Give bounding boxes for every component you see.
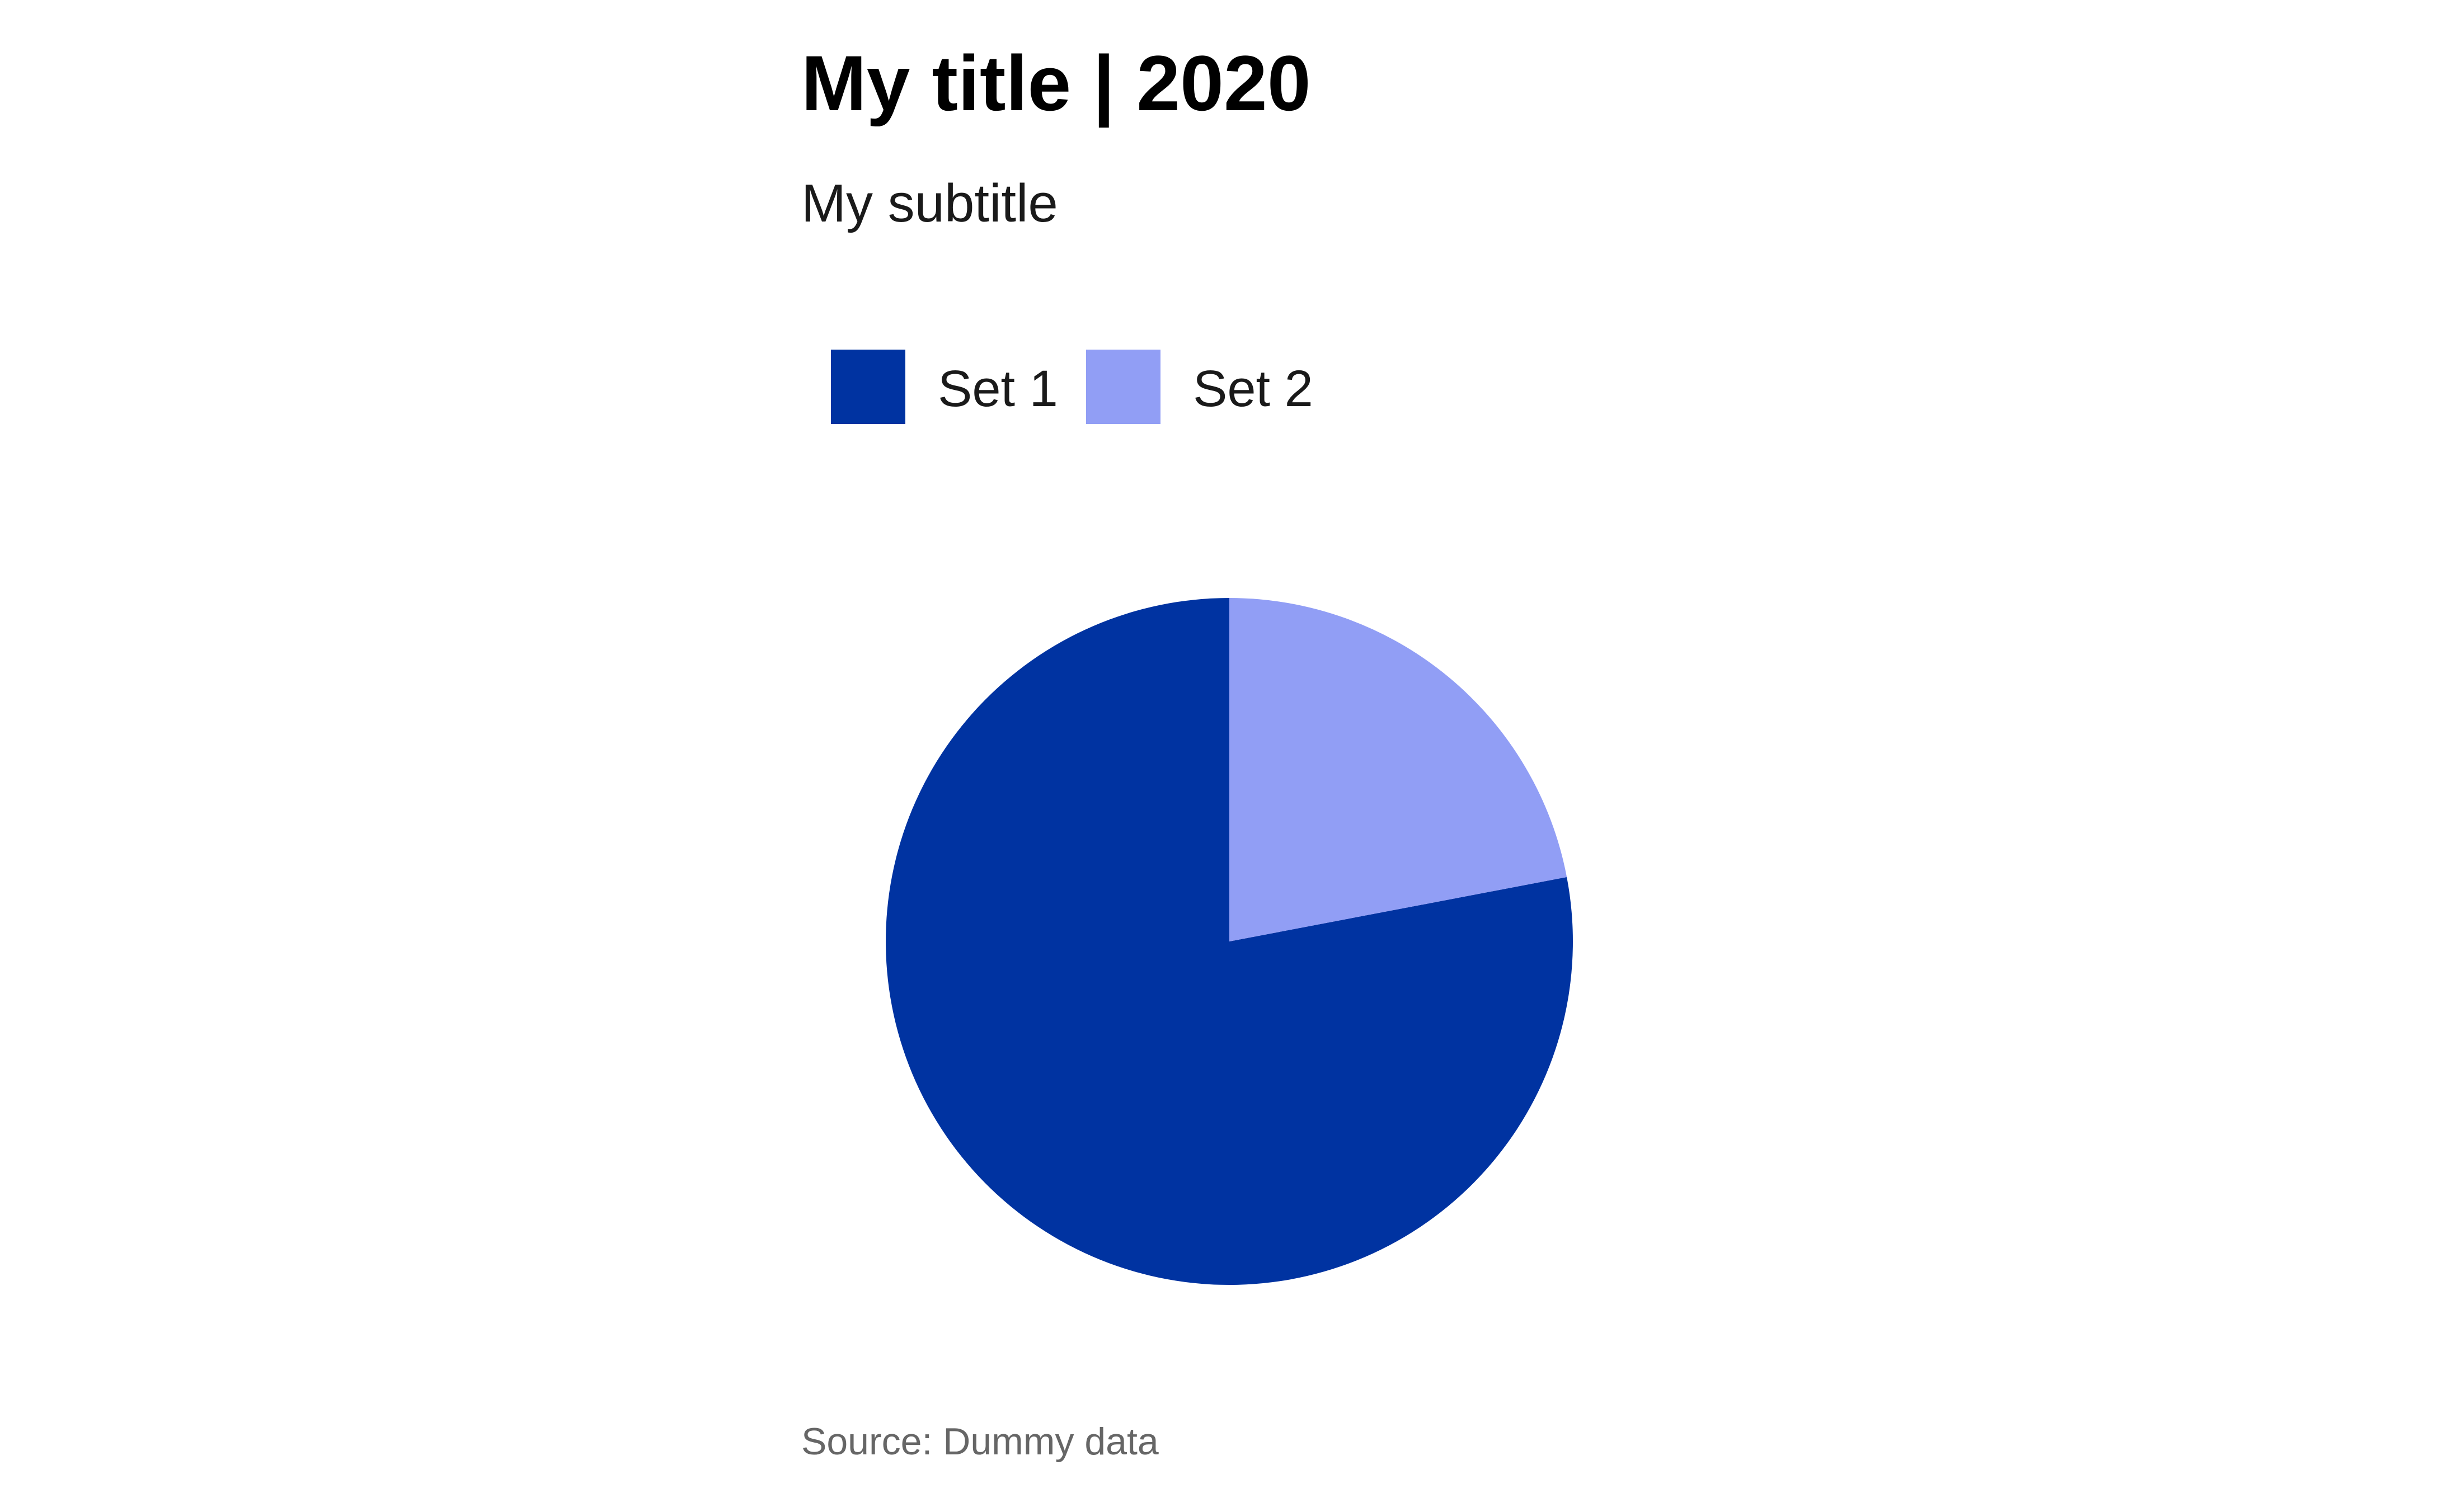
pie-slices — [885, 598, 1573, 1285]
legend: Set 1 Set 2 — [831, 350, 1313, 424]
legend-swatch-set-2 — [1086, 350, 1160, 424]
pie-slice-set-1 — [885, 598, 1573, 1285]
legend-label-set-1: Set 1 — [938, 360, 1058, 417]
legend-swatch-set-1 — [831, 350, 905, 424]
legend-label-set-2: Set 2 — [1193, 360, 1313, 417]
chart-title: My title | 2020 — [801, 39, 1311, 128]
chart-subtitle: My subtitle — [801, 173, 1058, 233]
chart-caption: Source: Dummy data — [801, 1420, 1159, 1463]
pie-slice-set-2 — [1229, 598, 1567, 941]
